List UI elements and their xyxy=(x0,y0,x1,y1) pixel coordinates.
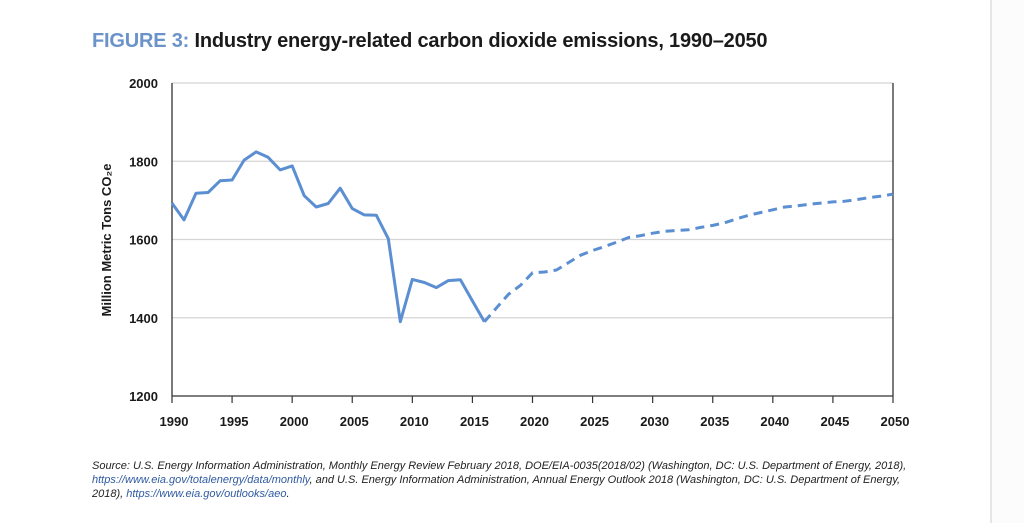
y-tick-label: 1400 xyxy=(129,311,158,326)
x-tick-label: 2035 xyxy=(700,414,729,429)
x-tick-label: 2000 xyxy=(280,414,309,429)
y-tick-label: 1200 xyxy=(129,389,158,404)
x-tick-label: 1995 xyxy=(220,414,249,429)
source-link-aeo[interactable]: https://www.eia.gov/outlooks/aeo xyxy=(126,488,287,500)
axes xyxy=(171,83,894,403)
x-tick-label: 2050 xyxy=(881,414,910,429)
x-tick-labels: 1990 1995 2000 2005 2010 2015 2020 2025 2030 2035… xyxy=(160,414,910,429)
source-middle: , and U.S. Energy Information Administra… xyxy=(92,474,901,500)
y-tick-label: 1800 xyxy=(129,154,158,169)
source-suffix: . xyxy=(286,488,290,500)
gridlines xyxy=(172,82,893,319)
x-tick-label: 2025 xyxy=(580,414,609,429)
x-tick-label: 2010 xyxy=(400,414,429,429)
y-tick-label: 2000 xyxy=(129,76,158,91)
x-tick-label: 2045 xyxy=(820,414,849,429)
series-lines xyxy=(170,150,894,324)
x-tick-label: 2020 xyxy=(520,414,549,429)
y-axis-label: Million Metric Tons CO₂e xyxy=(99,164,114,317)
x-tick-label: 2030 xyxy=(640,414,669,429)
series-line-projection xyxy=(483,192,894,323)
y-tick-labels: 1200 1400 1600 1800 2000 xyxy=(129,76,158,404)
source-note: Source: U.S. Energy Information Administ… xyxy=(92,459,922,501)
x-tick-label: 2015 xyxy=(460,414,489,429)
x-tick-label: 2005 xyxy=(340,414,369,429)
figure-label: FIGURE 3: xyxy=(92,30,190,52)
y-tick-label: 1600 xyxy=(129,233,158,248)
figure-title: FIGURE 3: Industry energy-related carbon… xyxy=(92,30,768,53)
page-edge xyxy=(990,0,1024,523)
source-prefix: Source: U.S. Energy Information Administ… xyxy=(92,460,907,472)
figure-title-text: Industry energy-related carbon dioxide e… xyxy=(194,30,768,52)
source-link-monthly[interactable]: https://www.eia.gov/totalenergy/data/mon… xyxy=(92,474,310,486)
x-tick-label: 2040 xyxy=(760,414,789,429)
x-tick-label: 1990 xyxy=(160,414,189,429)
series-line-historical xyxy=(170,150,486,324)
